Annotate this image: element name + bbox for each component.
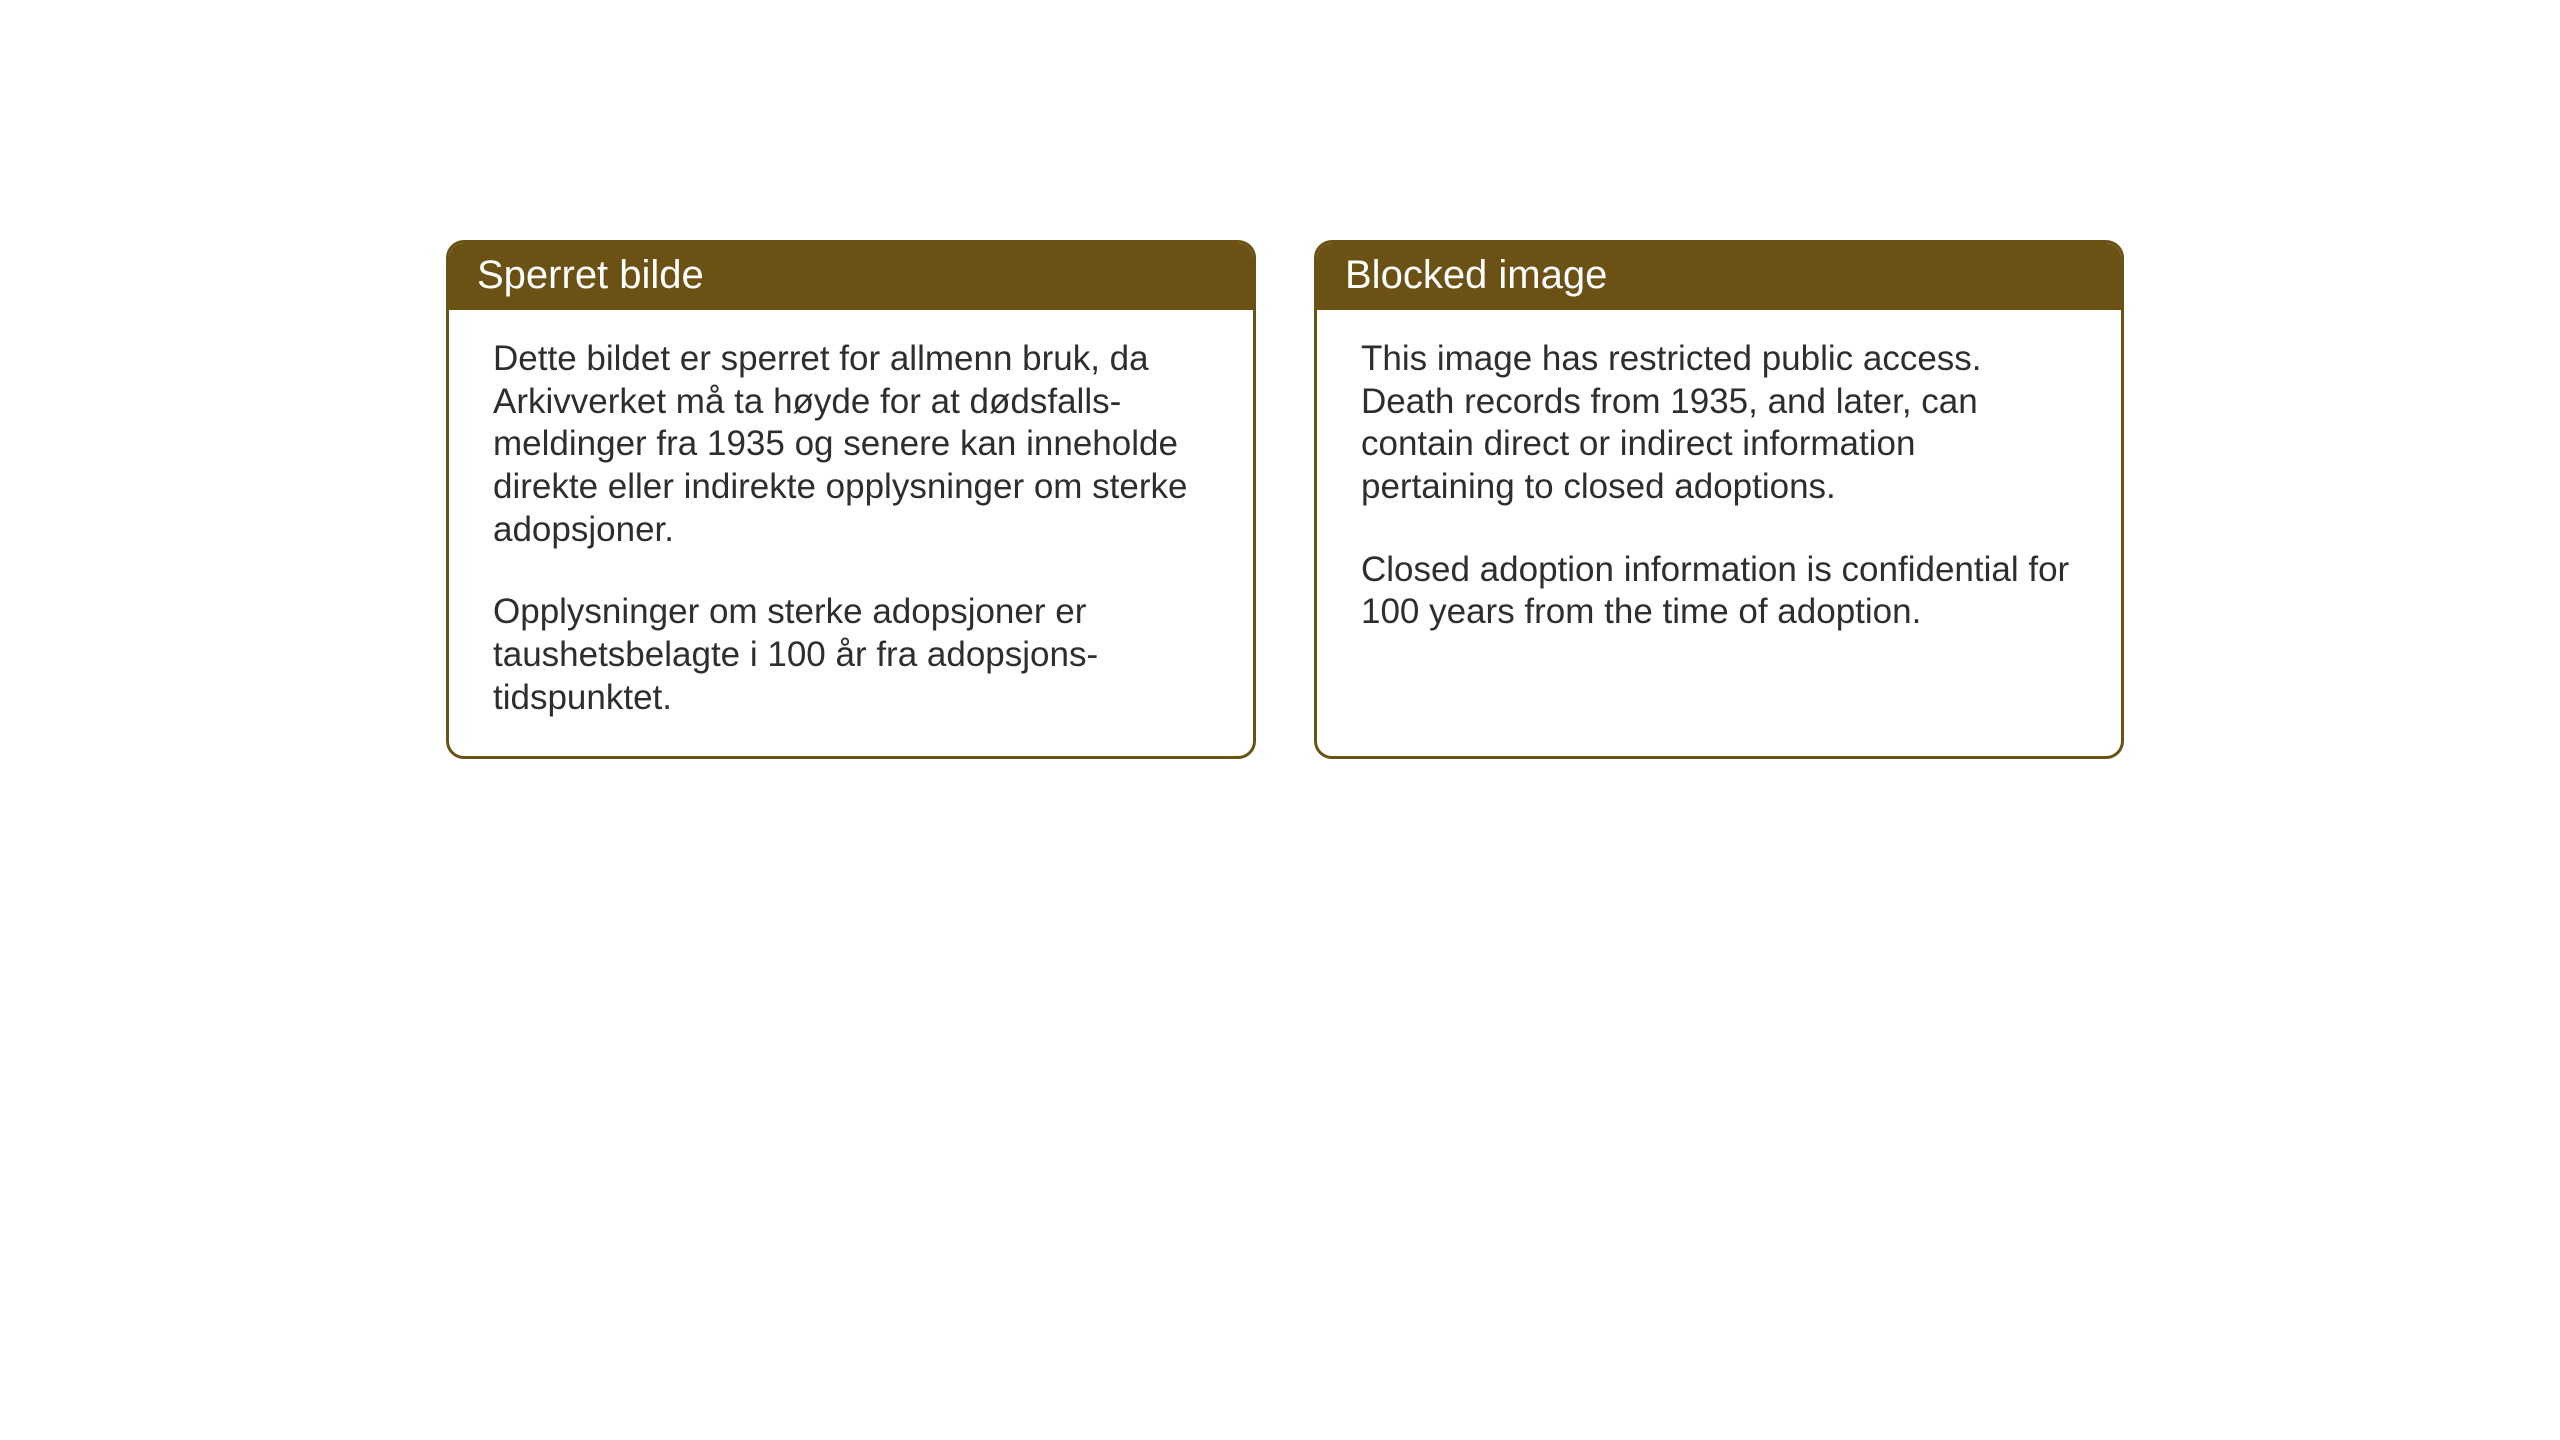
english-card-title: Blocked image — [1317, 243, 2121, 310]
norwegian-paragraph-1: Dette bildet er sperret for allmenn bruk… — [493, 338, 1209, 551]
english-paragraph-1: This image has restricted public access.… — [1361, 338, 2077, 509]
english-notice-card: Blocked image This image has restricted … — [1314, 240, 2124, 759]
norwegian-paragraph-2: Opplysninger om sterke adopsjoner er tau… — [493, 591, 1209, 719]
norwegian-notice-card: Sperret bilde Dette bildet er sperret fo… — [446, 240, 1256, 759]
notice-container: Sperret bilde Dette bildet er sperret fo… — [446, 240, 2124, 759]
english-card-body: This image has restricted public access.… — [1317, 310, 2121, 670]
norwegian-card-body: Dette bildet er sperret for allmenn bruk… — [449, 310, 1253, 756]
english-paragraph-2: Closed adoption information is confident… — [1361, 549, 2077, 634]
norwegian-card-title: Sperret bilde — [449, 243, 1253, 310]
